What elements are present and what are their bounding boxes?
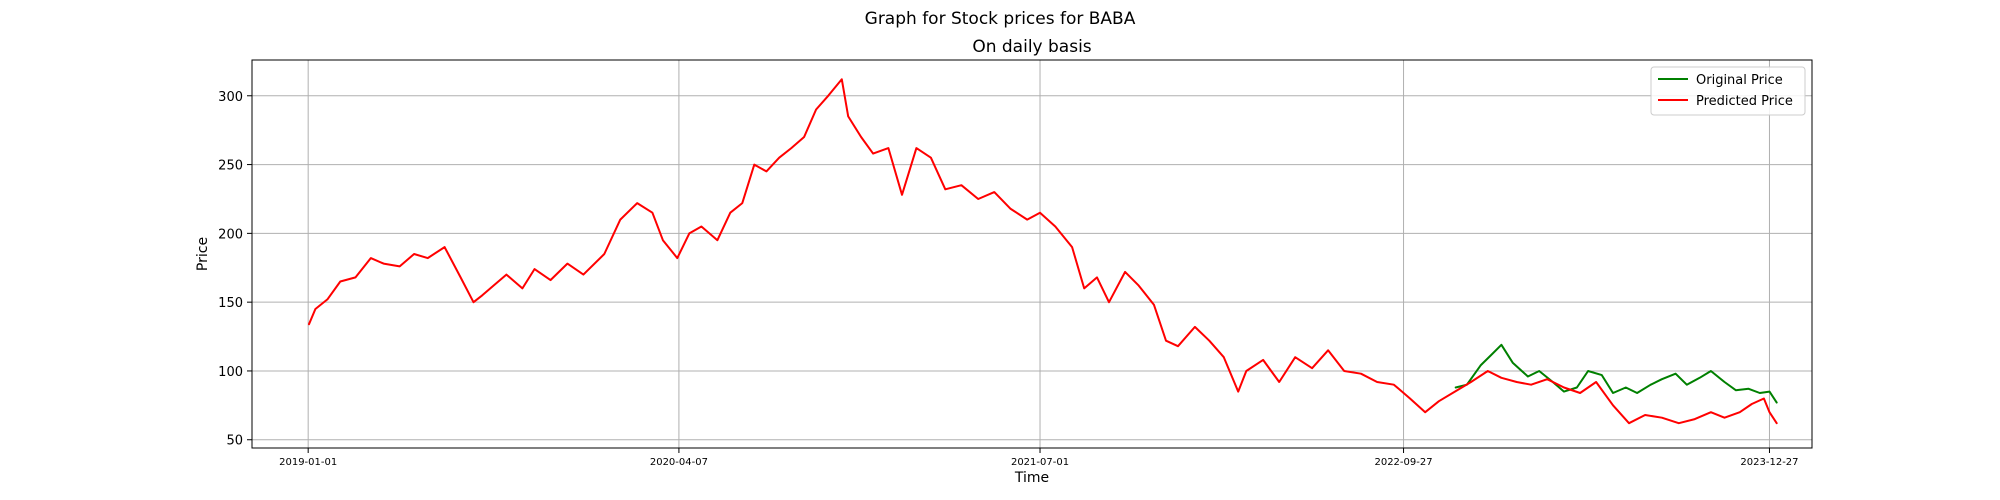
y-tick-label: 250: [218, 159, 243, 174]
x-tick-label: 2021-07-01: [1011, 457, 1069, 468]
plot-area: [251, 59, 1813, 449]
chart-title: On daily basis: [972, 37, 1091, 57]
x-tick-label: 2023-12-27: [1740, 457, 1798, 468]
y-tick-label: 50: [226, 434, 243, 449]
chart-suptitle: Graph for Stock prices for BABA: [865, 9, 1136, 29]
legend-box: [1650, 66, 1806, 116]
legend: Original Price Predicted Price: [1650, 66, 1806, 116]
series-line-predicted-price: [308, 78, 1778, 425]
x-axis-label: Time: [1014, 470, 1049, 486]
x-tick-label: 2020-04-07: [650, 457, 708, 468]
legend-label-predicted-price: Predicted Price: [1696, 94, 1793, 109]
y-axis-label: Price: [195, 237, 211, 271]
series-line-original-price: [1454, 343, 1778, 404]
grid-lines: [252, 60, 1812, 448]
x-tick-label: 2022-09-27: [1374, 457, 1432, 468]
legend-label-original-price: Original Price: [1696, 73, 1783, 88]
x-axis: 2019-01-01 2020-04-07 2021-07-01 2022-09-27…: [279, 448, 1799, 468]
y-axis: 50 100 150 200 250 300: [218, 90, 252, 449]
series-layer: [308, 78, 1778, 425]
y-tick-label: 150: [218, 296, 243, 311]
y-tick-label: 100: [218, 365, 243, 380]
y-tick-label: 200: [218, 227, 243, 242]
x-tick-label: 2019-01-01: [279, 457, 337, 468]
y-tick-label: 300: [218, 90, 243, 105]
